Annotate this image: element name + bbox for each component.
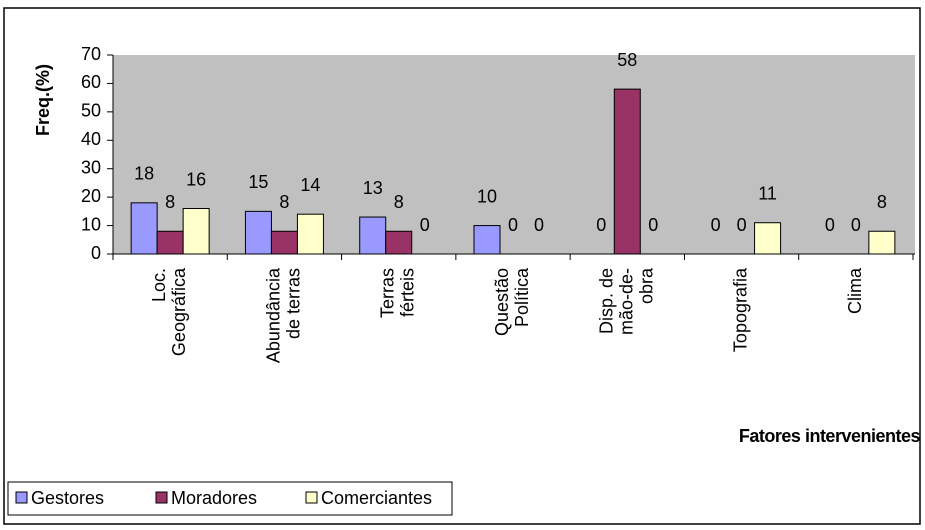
y-tick-label: 0 — [91, 243, 101, 263]
x-tick-label-line: Loc. — [149, 268, 169, 302]
y-axis-title: Freq.(%) — [33, 64, 53, 136]
x-tick-label-line: Terras — [377, 268, 397, 318]
bar — [182, 208, 210, 255]
x-tick-label: Clima — [845, 267, 865, 314]
value-label: 18 — [134, 164, 154, 184]
legend-label: Gestores — [31, 488, 104, 508]
value-label: 8 — [165, 192, 175, 212]
value-label: 0 — [596, 215, 606, 235]
legend-label: Moradores — [171, 488, 257, 508]
x-tick-label-line: Disp. de — [596, 268, 616, 334]
x-tick-label-line: Topografia — [730, 267, 750, 352]
x-tick-label: Loc.Geográfica — [149, 267, 189, 356]
y-tick-label: 20 — [81, 186, 101, 206]
legend-box — [7, 481, 453, 516]
x-tick-label-line: férteis — [397, 268, 417, 317]
bar — [613, 88, 641, 255]
value-label: 0 — [508, 215, 518, 235]
value-label: 13 — [363, 178, 383, 198]
y-tick-label: 50 — [81, 101, 101, 121]
y-tick-label: 10 — [81, 214, 101, 234]
value-label: 10 — [477, 186, 497, 206]
value-label: 58 — [617, 50, 637, 70]
value-label: 0 — [648, 215, 658, 235]
bar — [473, 225, 501, 255]
x-tick-label-line: Abundância — [263, 267, 283, 363]
value-label: 16 — [186, 169, 206, 189]
value-label: 0 — [711, 215, 721, 235]
y-tick-label: 70 — [81, 44, 101, 64]
x-tick-label-line: Política — [512, 267, 532, 327]
bar — [359, 216, 387, 255]
value-label: 0 — [737, 215, 747, 235]
legend-label: Comerciantes — [321, 488, 432, 508]
bar — [270, 230, 298, 255]
x-tick-label: Topografia — [730, 267, 750, 352]
value-label: 0 — [534, 215, 544, 235]
y-tick-label: 40 — [81, 129, 101, 149]
bar — [244, 210, 272, 255]
x-tick-label: Abundânciade terras — [263, 267, 303, 363]
x-tick-label-line: Clima — [845, 267, 865, 314]
value-label: 0 — [420, 215, 430, 235]
legend-swatch — [305, 491, 318, 504]
y-tick-label: 60 — [81, 72, 101, 92]
bar — [156, 230, 184, 255]
x-tick-label-line: de terras — [283, 268, 303, 339]
x-tick-label-line: Questão — [492, 268, 512, 336]
x-tick-label: Terrasférteis — [377, 268, 417, 318]
x-tick-label: Disp. demão-de-obra — [596, 267, 656, 335]
value-label: 0 — [825, 215, 835, 235]
x-axis-title: Fatores intervenientes — [739, 426, 921, 446]
value-label: 8 — [877, 192, 887, 212]
bar — [296, 213, 324, 255]
bar — [754, 222, 782, 255]
value-label: 8 — [279, 192, 289, 212]
value-label: 0 — [851, 215, 861, 235]
bar — [868, 230, 896, 255]
x-tick-label-line: mão-de- — [616, 268, 636, 335]
value-label: 11 — [758, 183, 777, 203]
y-tick-label: 30 — [81, 157, 101, 177]
x-tick-label-line: Geográfica — [169, 267, 189, 356]
value-label: 8 — [394, 192, 404, 212]
legend-swatch — [15, 491, 28, 504]
legend-swatch — [155, 491, 168, 504]
x-tick-label-line: obra — [636, 267, 656, 304]
bar — [130, 202, 158, 255]
value-label: 15 — [248, 172, 268, 192]
value-label: 14 — [300, 175, 320, 195]
bar — [385, 230, 413, 255]
x-tick-label: QuestãoPolítica — [492, 267, 532, 336]
